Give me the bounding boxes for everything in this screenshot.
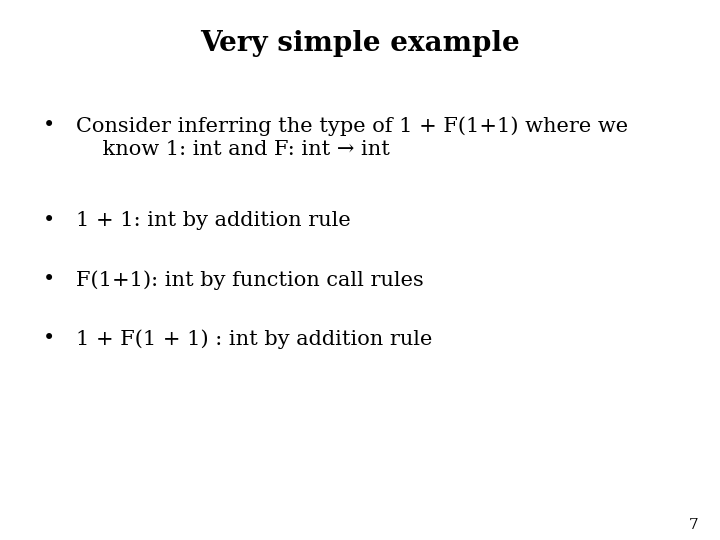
Text: 1 + 1: int by addition rule: 1 + 1: int by addition rule	[76, 211, 351, 229]
Text: F(1+1): int by function call rules: F(1+1): int by function call rules	[76, 270, 423, 289]
Text: Very simple example: Very simple example	[200, 30, 520, 57]
Text: •: •	[43, 116, 55, 135]
Text: •: •	[43, 329, 55, 348]
Text: •: •	[43, 270, 55, 289]
Text: •: •	[43, 211, 55, 229]
Text: Consider inferring the type of 1 + F(1+1) where we
    know 1: int and F: int → : Consider inferring the type of 1 + F(1+1…	[76, 116, 628, 159]
Text: 7: 7	[689, 518, 698, 532]
Text: 1 + F(1 + 1) : int by addition rule: 1 + F(1 + 1) : int by addition rule	[76, 329, 432, 349]
